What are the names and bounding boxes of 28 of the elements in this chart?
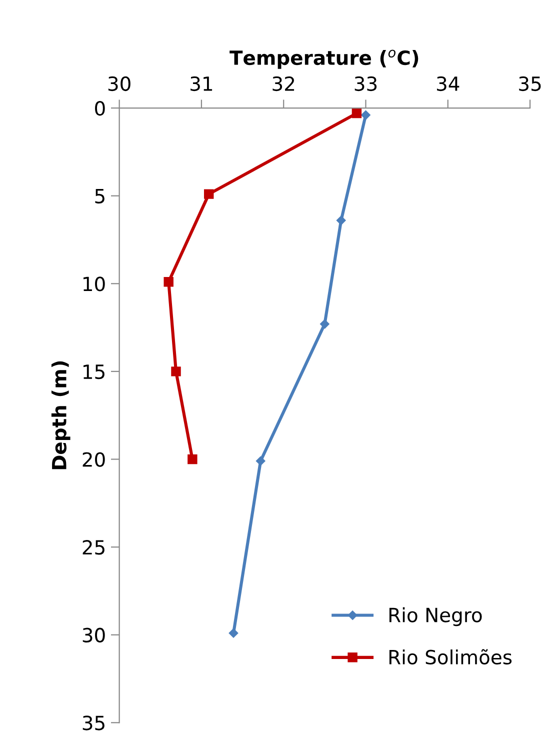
x-tick-label: 32 [272,76,294,92]
y-tick-label: 35 [82,716,104,730]
y-axis-title: Depth (m) [51,361,70,470]
point [361,110,370,120]
legend-label: Rio Negro [389,607,482,626]
y-tick-label: 20 [82,452,105,467]
point [228,628,238,638]
y-tick-label: 5 [95,189,104,204]
y-tick-label: 0 [95,100,105,116]
point [352,108,362,118]
x-tick-label: 35 [519,76,541,92]
y-tick-label: 15 [84,364,104,380]
x-tick-label: 30 [108,76,130,92]
point [336,216,346,226]
y-tick-label: 25 [82,540,104,555]
y-tick-label: 10 [84,276,105,292]
point [188,454,198,464]
y-tick-label: 30 [82,628,105,643]
point [256,456,266,466]
point [171,366,181,376]
x-tick-label: 34 [436,76,460,92]
point [164,277,174,287]
point [320,319,330,329]
legend-label: Rio Solimões [389,649,512,665]
x-tick-label: 31 [190,76,212,92]
x-tick-label: 33 [354,76,377,92]
x-axis-title: Temperature ($^{o}$C) [230,50,418,69]
point [204,189,214,199]
